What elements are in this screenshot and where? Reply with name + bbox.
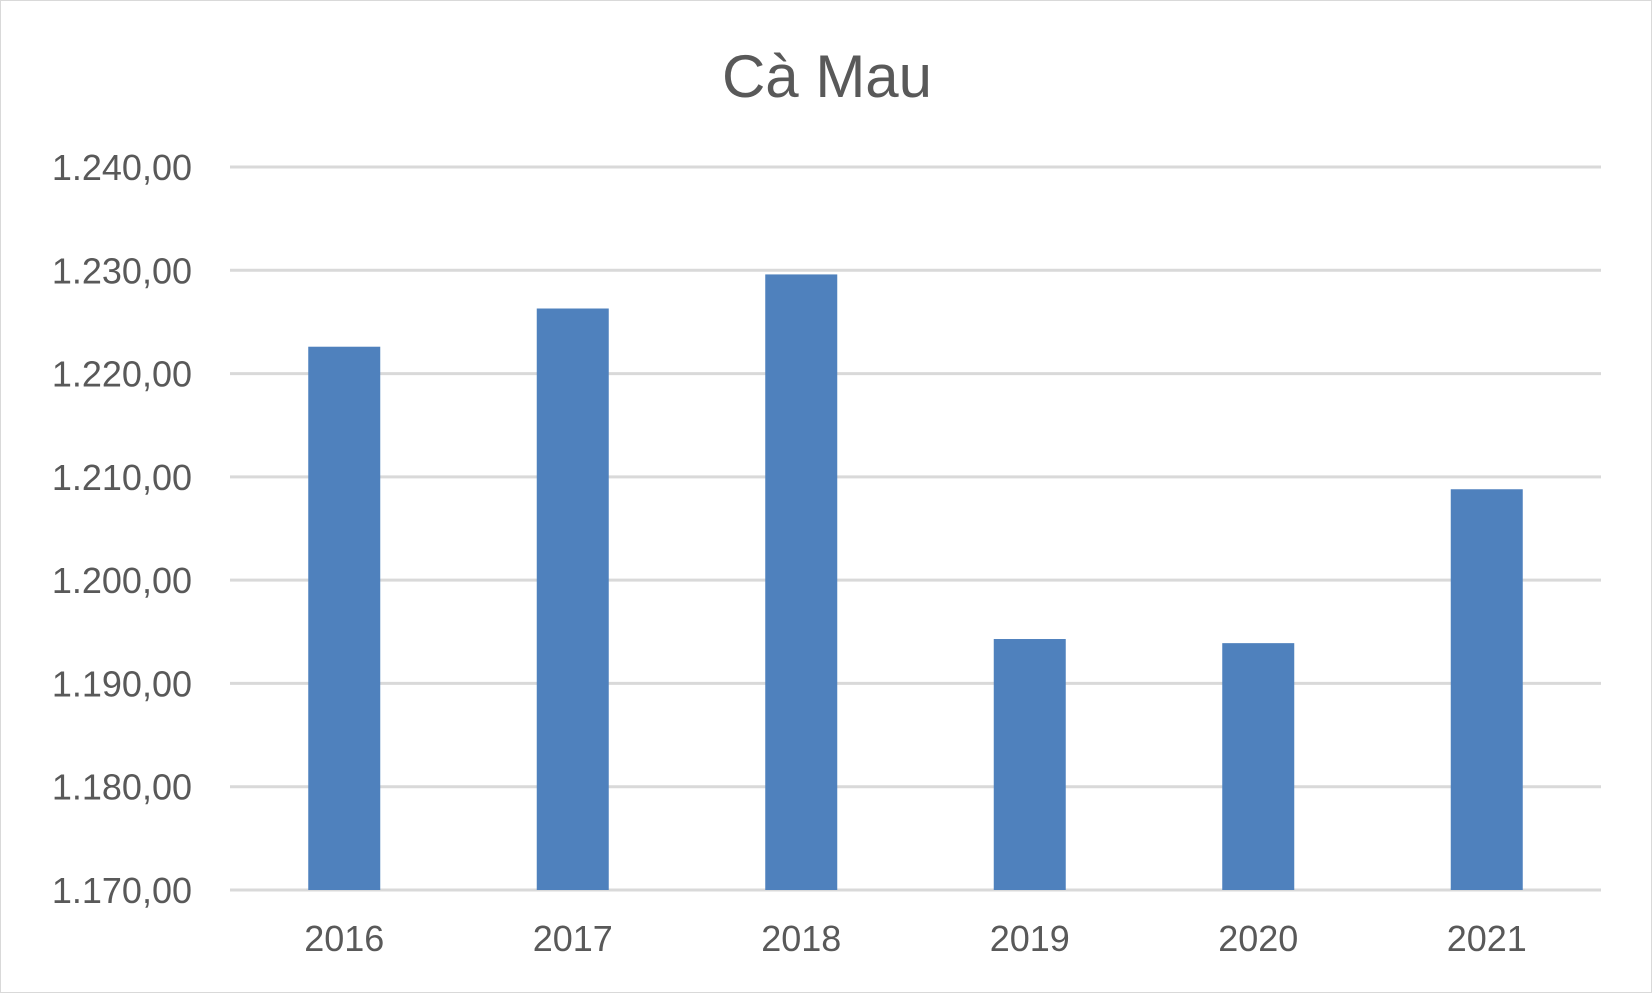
x-tick-label: 2020 <box>1218 918 1298 959</box>
bar-2017 <box>536 308 609 890</box>
x-axis-tick-labels: 2016 2017 2018 2019 2020 2021 <box>304 918 1527 959</box>
bar-2016 <box>308 346 381 890</box>
chart-title: Cà Mau <box>722 43 932 110</box>
x-tick-label: 2021 <box>1447 918 1527 959</box>
x-tick-label: 2017 <box>533 918 613 959</box>
x-tick-label: 2019 <box>990 918 1070 959</box>
bars <box>308 274 1523 891</box>
bar-2018 <box>765 274 838 891</box>
gridlines <box>230 165 1601 892</box>
y-tick-label: 1.210,00 <box>52 457 192 498</box>
x-tick-label: 2016 <box>304 918 384 959</box>
y-tick-label: 1.200,00 <box>52 560 192 601</box>
y-tick-label: 1.240,00 <box>52 147 192 188</box>
y-tick-label: 1.170,00 <box>52 870 192 911</box>
y-tick-label: 1.180,00 <box>52 767 192 808</box>
bar-2021 <box>1450 489 1523 890</box>
bar-2020 <box>1222 643 1295 890</box>
bar-2019 <box>993 639 1066 890</box>
x-tick-label: 2018 <box>761 918 841 959</box>
y-axis-tick-labels: 1.170,00 1.180,00 1.190,00 1.200,00 1.210,00… <box>52 147 192 911</box>
y-tick-label: 1.220,00 <box>52 354 192 395</box>
y-tick-label: 1.190,00 <box>52 663 192 704</box>
y-tick-label: 1.230,00 <box>52 250 192 291</box>
